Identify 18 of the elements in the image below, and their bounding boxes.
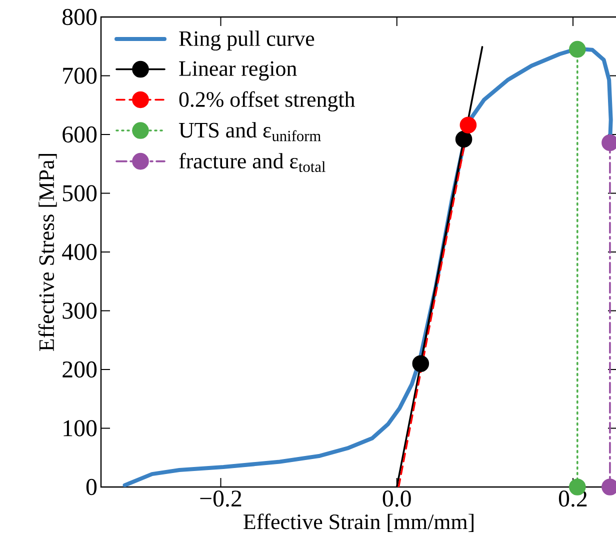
legend-label: Ring pull curve — [179, 30, 314, 51]
x-axis-title: Effective Strain [mm/mm] — [244, 514, 474, 532]
x-tick-label: 0.0 — [382, 490, 411, 507]
y-tick-label: 0 — [86, 478, 97, 496]
y-tick-label: 200 — [62, 361, 97, 378]
y-tick-label: 800 — [62, 8, 97, 26]
y-tick-label: 400 — [62, 244, 97, 260]
y-tick-label: 700 — [63, 68, 97, 84]
x-tick-label: −0.2 — [200, 490, 242, 507]
legend-label: 0.2% offset strength — [179, 91, 355, 112]
y-tick-label: 300 — [62, 302, 97, 319]
legend-label: fracture and ε$_{total}$ — [179, 152, 326, 172]
legend-label: UTS and ε$_{uniform}$ — [178, 122, 321, 142]
legend-label: Linear region — [179, 61, 297, 81]
y-axis-title: Effective Stress [MPa] — [38, 154, 57, 351]
y-tick-label: 600 — [62, 126, 97, 143]
y-tick-label: 500 — [63, 185, 97, 202]
y-tick-label: 100 — [64, 420, 97, 436]
